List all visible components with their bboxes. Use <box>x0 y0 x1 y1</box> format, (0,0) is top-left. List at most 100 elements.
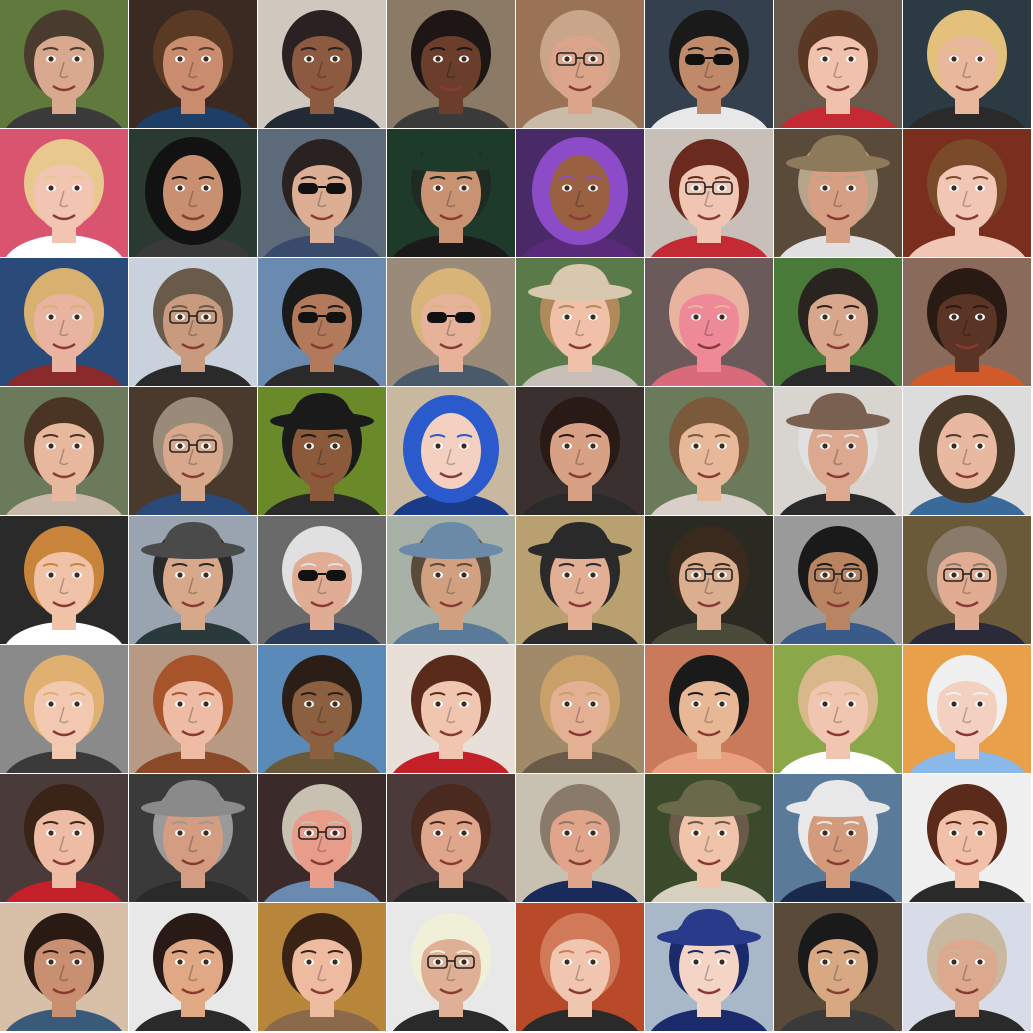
face-tile <box>387 258 515 386</box>
face-tile <box>0 0 128 128</box>
face-image <box>129 903 257 1031</box>
face-tile <box>903 0 1031 128</box>
face-image <box>774 258 902 386</box>
face-image <box>129 129 257 257</box>
face-tile <box>258 258 386 386</box>
face-image <box>774 516 902 644</box>
face-image <box>258 129 386 257</box>
face-image <box>645 258 773 386</box>
face-tile <box>903 129 1031 257</box>
face-tile <box>903 387 1031 515</box>
face-tile <box>0 645 128 773</box>
face-image <box>645 0 773 128</box>
face-tile <box>645 645 773 773</box>
face-tile <box>516 903 644 1031</box>
face-tile <box>645 516 773 644</box>
face-image <box>516 258 644 386</box>
face-image <box>516 387 644 515</box>
face-tile <box>129 903 257 1031</box>
face-tile <box>0 258 128 386</box>
face-tile <box>129 258 257 386</box>
face-image <box>516 774 644 902</box>
face-tile <box>645 0 773 128</box>
face-image <box>516 645 644 773</box>
face-tile <box>129 774 257 902</box>
face-tile <box>903 258 1031 386</box>
face-tile <box>774 645 902 773</box>
face-image <box>516 0 644 128</box>
face-tile <box>645 387 773 515</box>
face-image <box>774 387 902 515</box>
face-tile <box>387 903 515 1031</box>
face-tile <box>516 645 644 773</box>
face-image <box>903 774 1031 902</box>
face-tile <box>258 774 386 902</box>
face-image <box>258 258 386 386</box>
face-tile <box>903 903 1031 1031</box>
face-image <box>903 516 1031 644</box>
face-image <box>387 903 515 1031</box>
face-image <box>258 516 386 644</box>
face-image <box>645 645 773 773</box>
face-image <box>387 387 515 515</box>
face-image <box>129 516 257 644</box>
face-tile <box>0 774 128 902</box>
face-tile <box>387 516 515 644</box>
face-image <box>774 129 902 257</box>
face-tile <box>516 258 644 386</box>
face-tile <box>129 129 257 257</box>
face-image <box>774 774 902 902</box>
face-image <box>258 0 386 128</box>
face-tile <box>774 516 902 644</box>
face-image <box>774 903 902 1031</box>
face-tile <box>387 774 515 902</box>
face-tile <box>516 387 644 515</box>
face-image <box>903 387 1031 515</box>
face-tile <box>516 774 644 902</box>
face-tile <box>387 0 515 128</box>
face-image <box>387 129 515 257</box>
face-tile <box>774 774 902 902</box>
face-tile <box>258 129 386 257</box>
face-image <box>258 645 386 773</box>
face-tile <box>903 516 1031 644</box>
face-image <box>645 516 773 644</box>
face-tile <box>645 903 773 1031</box>
face-image <box>903 645 1031 773</box>
face-tile <box>387 645 515 773</box>
face-image <box>903 129 1031 257</box>
face-image <box>516 516 644 644</box>
face-tile <box>129 387 257 515</box>
face-image <box>129 387 257 515</box>
face-tile <box>258 645 386 773</box>
face-tile <box>645 129 773 257</box>
face-image <box>645 774 773 902</box>
face-image <box>645 129 773 257</box>
face-image <box>0 645 128 773</box>
face-tile <box>129 516 257 644</box>
face-image <box>258 903 386 1031</box>
face-image <box>258 774 386 902</box>
face-image <box>0 0 128 128</box>
face-image <box>645 387 773 515</box>
face-image <box>903 903 1031 1031</box>
face-tile <box>258 387 386 515</box>
face-image <box>129 645 257 773</box>
face-image <box>516 903 644 1031</box>
face-image <box>387 774 515 902</box>
face-tile <box>903 774 1031 902</box>
face-image <box>129 0 257 128</box>
face-image <box>387 645 515 773</box>
face-tile <box>903 645 1031 773</box>
face-tile <box>387 129 515 257</box>
face-image <box>516 129 644 257</box>
face-image <box>774 0 902 128</box>
face-tile <box>258 0 386 128</box>
face-image <box>258 387 386 515</box>
face-image <box>0 258 128 386</box>
face-image <box>645 903 773 1031</box>
face-tile <box>258 903 386 1031</box>
face-image <box>387 0 515 128</box>
face-image <box>0 903 128 1031</box>
face-tile <box>129 0 257 128</box>
